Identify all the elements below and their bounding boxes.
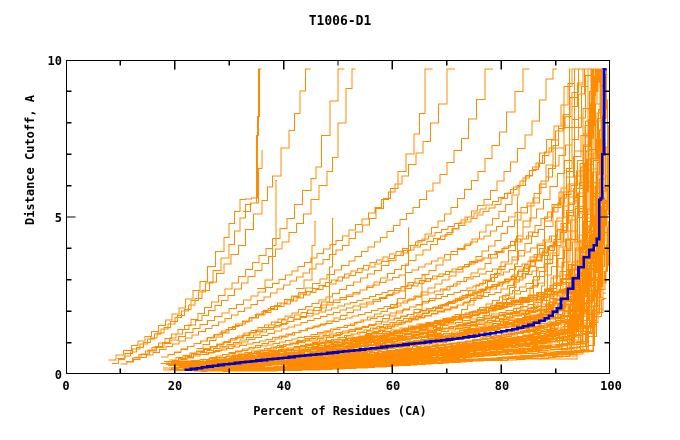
y-tick-label-10: 10 (47, 54, 62, 68)
prediction-riser-curve (498, 196, 519, 308)
x-tick-label-80: 80 (494, 379, 510, 393)
x-axis-label: Percent of Residues (CA) (253, 404, 427, 418)
x-tick-label-100: 100 (600, 379, 622, 393)
prediction-riser-curve (296, 221, 316, 289)
prediction-riser-curve (568, 258, 597, 341)
prediction-riser-curve (563, 68, 593, 289)
prediction-outlier-curve (134, 68, 356, 359)
prediction-outlier-curve (112, 68, 261, 364)
prediction-riser-curve (517, 266, 538, 321)
prediction-outlier-curve (196, 68, 579, 362)
plot-canvas (66, 60, 610, 374)
prediction-outlier-curve (250, 68, 599, 362)
reference-curve-group (184, 68, 607, 372)
prediction-curve (229, 68, 603, 358)
x-tick-label-60: 60 (385, 379, 401, 393)
prediction-riser-curve (389, 227, 410, 308)
prediction-outlier-curve (108, 68, 262, 361)
prediction-outlier-curve (180, 68, 558, 360)
prediction-outlier-curve (223, 68, 596, 363)
prediction-outlier-curve (142, 68, 455, 356)
prediction-curve (188, 293, 585, 366)
prediction-riser-curve (313, 217, 334, 311)
prediction-curve (174, 68, 586, 353)
axis-box (66, 60, 610, 374)
prediction-curve (202, 68, 597, 356)
prediction-outlier-curve (446, 68, 602, 356)
prediction-curve (210, 68, 600, 359)
tick-marks (66, 60, 610, 374)
prediction-outlier-curve (120, 68, 433, 365)
prediction-curve (196, 68, 589, 349)
prediction-riser-curve (531, 114, 565, 321)
prediction-outlier-curve (479, 68, 605, 352)
prediction-outlier-curve (207, 68, 588, 364)
prediction-curve (175, 268, 582, 371)
prediction-curve (175, 309, 596, 372)
prediction-riser-curve (545, 68, 571, 308)
prediction-riser-curve (406, 274, 426, 319)
prediction-riser-curve (552, 68, 576, 293)
prediction-curve (166, 68, 591, 364)
prediction-outlier-curve (161, 68, 494, 358)
prediction-outlier-curve (125, 68, 345, 363)
plot-area (66, 60, 610, 374)
x-tick-label-0: 0 (62, 379, 70, 393)
prediction-outlier-curve (392, 68, 576, 354)
x-tick-label-40: 40 (276, 379, 292, 393)
y-tick-label-5: 5 (54, 211, 62, 225)
prediction-outlier-curve (169, 68, 530, 361)
axis-frame (66, 60, 610, 374)
reference-curve (184, 68, 607, 372)
y-tick-label-0: 0 (54, 368, 62, 382)
prediction-riser-curve (256, 179, 277, 289)
prediction-outlier-curve (117, 68, 311, 359)
prediction-curve (180, 68, 601, 360)
prediction-riser-curve (585, 125, 610, 302)
prediction-curve (239, 252, 591, 372)
x-tick-label-20: 20 (167, 379, 183, 393)
prediction-riser-curve (577, 68, 603, 297)
prediction-riser-curve (242, 150, 263, 212)
page-title: T1006-D1 (308, 14, 372, 29)
